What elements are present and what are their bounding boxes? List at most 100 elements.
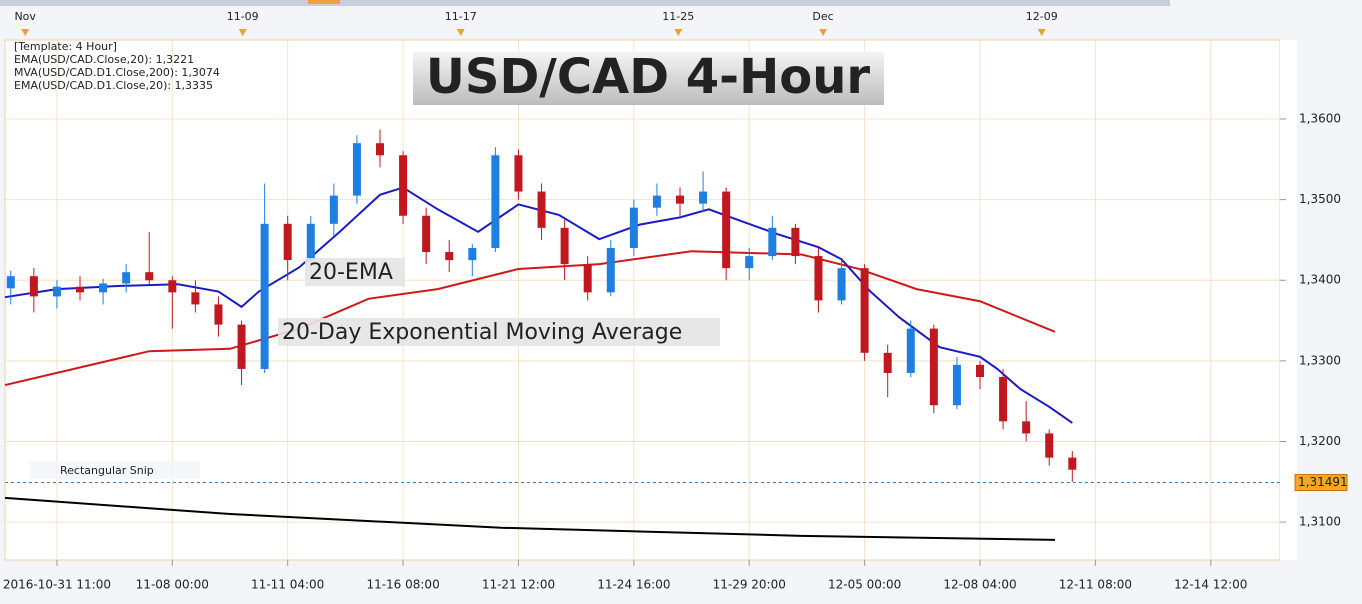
- annotation-box: [30, 461, 200, 479]
- last-price-label: 1,31491: [1298, 475, 1348, 489]
- top-tick-marker: [238, 29, 247, 36]
- candle-body: [952, 364, 961, 406]
- indicator-line: [4, 496, 1056, 541]
- axis-area: [1280, 40, 1297, 560]
- chart-title: USD/CAD 4-Hour: [426, 49, 870, 105]
- candle-body: [537, 191, 546, 228]
- candle-body: [768, 227, 777, 257]
- candle-body: [122, 272, 131, 284]
- candle-body: [283, 223, 292, 261]
- candle-body: [676, 195, 684, 204]
- candle-body: [376, 143, 384, 156]
- top-tick-label: Dec: [812, 10, 833, 23]
- x-tick-label: 11-24 16:00: [597, 578, 670, 592]
- candle-body: [606, 248, 615, 293]
- grid: [5, 40, 1286, 560]
- annotation: Rectangular Snip: [60, 464, 154, 477]
- candle-body: [306, 223, 315, 261]
- y-tick-label: 1,3600: [1299, 112, 1341, 126]
- candle-body: [52, 286, 61, 297]
- candle-body: [237, 324, 246, 369]
- candle-body: [168, 280, 177, 293]
- x-tick-label: 12-08 04:00: [943, 578, 1016, 592]
- annotation-box: [305, 258, 405, 286]
- overlays: 1,3100 1,3200 1,3300 1,3400 1,3500 1,3600 2016…: [3, 10, 1348, 592]
- candle-body: [560, 227, 569, 265]
- y-tick-label: 1,3400: [1299, 273, 1341, 287]
- candle-body: [468, 248, 477, 261]
- candle-body: [1068, 457, 1077, 470]
- x-tick-label: 11-08 00:00: [136, 578, 209, 592]
- x-tick-label: 11-16 08:00: [366, 578, 439, 592]
- candle-body: [976, 364, 984, 377]
- candle-body: [214, 304, 223, 325]
- candle-body: [583, 264, 592, 293]
- candles: [6, 129, 1077, 482]
- candle-body: [814, 256, 823, 301]
- x-tick-label: 11-11 04:00: [251, 578, 324, 592]
- candle-body: [722, 191, 731, 269]
- legend-entry: EMA(USD/CAD.Close,20): 1,3221: [14, 53, 194, 66]
- top-tick-label: 11-25: [662, 10, 694, 23]
- candle-body: [906, 328, 915, 373]
- x-tick-label: 12-05 00:00: [828, 578, 901, 592]
- candle-body: [652, 195, 661, 208]
- candle-body: [29, 276, 38, 297]
- candle-body: [699, 191, 708, 204]
- candle-body: [883, 352, 892, 373]
- x-tick-label: 12-14 12:00: [1174, 578, 1247, 592]
- candle-body: [491, 155, 500, 248]
- candle-body: [837, 268, 846, 301]
- title-box: [413, 52, 884, 105]
- candle-body: [260, 223, 269, 369]
- top-tick-marker: [819, 29, 828, 36]
- legend-entry: EMA(USD/CAD.D1.Close,20): 1,3335: [14, 79, 213, 92]
- candle-body: [352, 143, 361, 196]
- annotation: 20-EMA: [309, 260, 393, 285]
- top-tick-marker: [1037, 29, 1046, 36]
- plot-area: [4, 39, 1281, 561]
- candle-body: [860, 268, 869, 353]
- candle-body: [6, 276, 15, 289]
- candle-body: [1022, 421, 1031, 434]
- candle-body: [791, 227, 800, 257]
- candle-body: [76, 286, 84, 293]
- top-strip: [0, 0, 1170, 6]
- y-tick-label: 1,3100: [1299, 515, 1341, 529]
- legend-entry: MVA(USD/CAD.D1.Close,200): 1,3074: [14, 66, 220, 79]
- x-tick-label: 11-21 12:00: [482, 578, 555, 592]
- y-tick-label: 1,3300: [1299, 353, 1341, 367]
- last-price-box: [1294, 474, 1348, 492]
- x-tick-label: 11-29 20:00: [713, 578, 786, 592]
- x-tick-label: 12-11 08:00: [1059, 578, 1132, 592]
- candle-body: [999, 376, 1008, 422]
- candle-body: [929, 328, 938, 406]
- top-marker: [308, 0, 340, 4]
- candle-body: [445, 252, 454, 261]
- candle-body: [422, 215, 431, 253]
- top-tick-label: 12-09: [1026, 10, 1058, 23]
- candle-body: [399, 155, 408, 216]
- candle-body: [99, 283, 108, 293]
- candle-body: [329, 195, 338, 224]
- candle-body: [145, 272, 154, 281]
- legend-entry: [Template: 4 Hour]: [14, 40, 117, 53]
- annotation-box: [278, 318, 720, 346]
- top-tick-label: 11-17: [445, 10, 477, 23]
- annotation: 20-Day Exponential Moving Average: [282, 320, 682, 345]
- candle-body: [514, 155, 523, 192]
- candle-body: [1045, 433, 1054, 458]
- candle-body: [745, 256, 754, 269]
- indicator-line: [4, 186, 1073, 424]
- candle-body: [191, 292, 200, 305]
- candle-body: [629, 207, 638, 248]
- y-tick-label: 1,3200: [1299, 434, 1341, 448]
- top-tick-marker: [21, 29, 30, 36]
- y-tick-label: 1,3500: [1299, 192, 1341, 206]
- x-tick-label: 2016-10-31 11:00: [3, 578, 111, 592]
- top-tick-label: 11-09: [227, 10, 259, 23]
- top-tick-marker: [456, 29, 465, 36]
- top-tick-label: Nov: [14, 10, 36, 23]
